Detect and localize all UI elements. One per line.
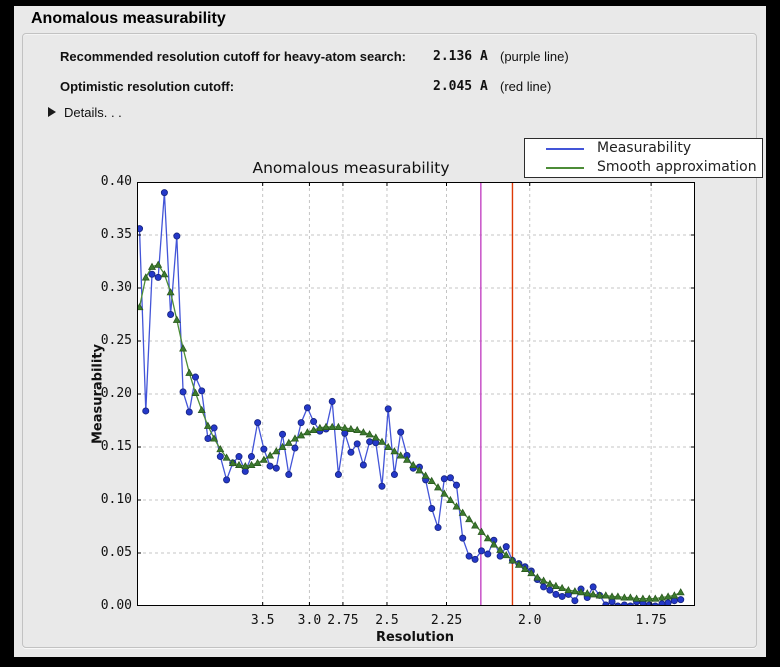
y-tick-label: 0.40: [100, 174, 132, 189]
legend-line-measurability: [546, 148, 584, 150]
y-tick-label: 0.15: [100, 439, 132, 454]
legend-entry: Smooth approximation: [525, 158, 762, 177]
legend-label: Measurability: [597, 140, 692, 156]
summary-box: [22, 33, 757, 648]
cutoff-row-optimistic: Optimistic resolution cutoff: 2.045 A (r…: [14, 79, 766, 95]
page-title: Anomalous measurability: [31, 10, 226, 27]
details-disclosure[interactable]: Details. . .: [48, 103, 122, 121]
y-tick-label: 0.00: [100, 598, 132, 613]
chart-title: Anomalous measurability: [252, 159, 450, 177]
details-label: Details. . .: [64, 104, 122, 120]
x-tick-label: 2.75: [327, 613, 359, 628]
legend-line-smooth-approximation: [546, 167, 584, 169]
x-tick-label: 1.75: [635, 613, 667, 628]
cutoff-recommended-note: (purple line): [500, 49, 569, 64]
y-tick-label: 0.35: [100, 227, 132, 242]
y-tick-label: 0.20: [100, 386, 132, 401]
disclosure-triangle-icon: [48, 107, 56, 117]
y-tick-label: 0.30: [100, 280, 132, 295]
x-axis-label: Resolution: [375, 630, 455, 645]
y-tick-label: 0.10: [100, 492, 132, 507]
cutoff-recommended-value: 2.136 A: [433, 49, 488, 64]
x-tick-label: 3.0: [297, 613, 322, 628]
legend-entry: Measurability: [525, 139, 762, 158]
x-tick-label: 2.0: [517, 613, 542, 628]
plot-area: [137, 182, 695, 606]
cutoff-row-recommended: Recommended resolution cutoff for heavy-…: [14, 49, 766, 65]
cutoff-optimistic-value: 2.045 A: [433, 79, 488, 94]
y-tick-label: 0.05: [100, 545, 132, 560]
x-tick-label: 2.5: [375, 613, 399, 628]
cutoff-optimistic-label: Optimistic resolution cutoff:: [60, 79, 235, 94]
series-smooth-approximation: [137, 260, 685, 602]
y-tick-label: 0.25: [100, 333, 132, 348]
plot-border: [137, 182, 695, 606]
grid-layer: [137, 182, 695, 606]
cutoff-recommended-label: Recommended resolution cutoff for heavy-…: [60, 49, 407, 64]
legend: Measurability Smooth approximation: [524, 138, 763, 178]
cutoff-optimistic-note: (red line): [500, 79, 552, 94]
x-tick-label: 2.25: [430, 613, 463, 628]
x-tick-label: 3.5: [250, 613, 275, 628]
legend-label: Smooth approximation: [597, 159, 757, 175]
